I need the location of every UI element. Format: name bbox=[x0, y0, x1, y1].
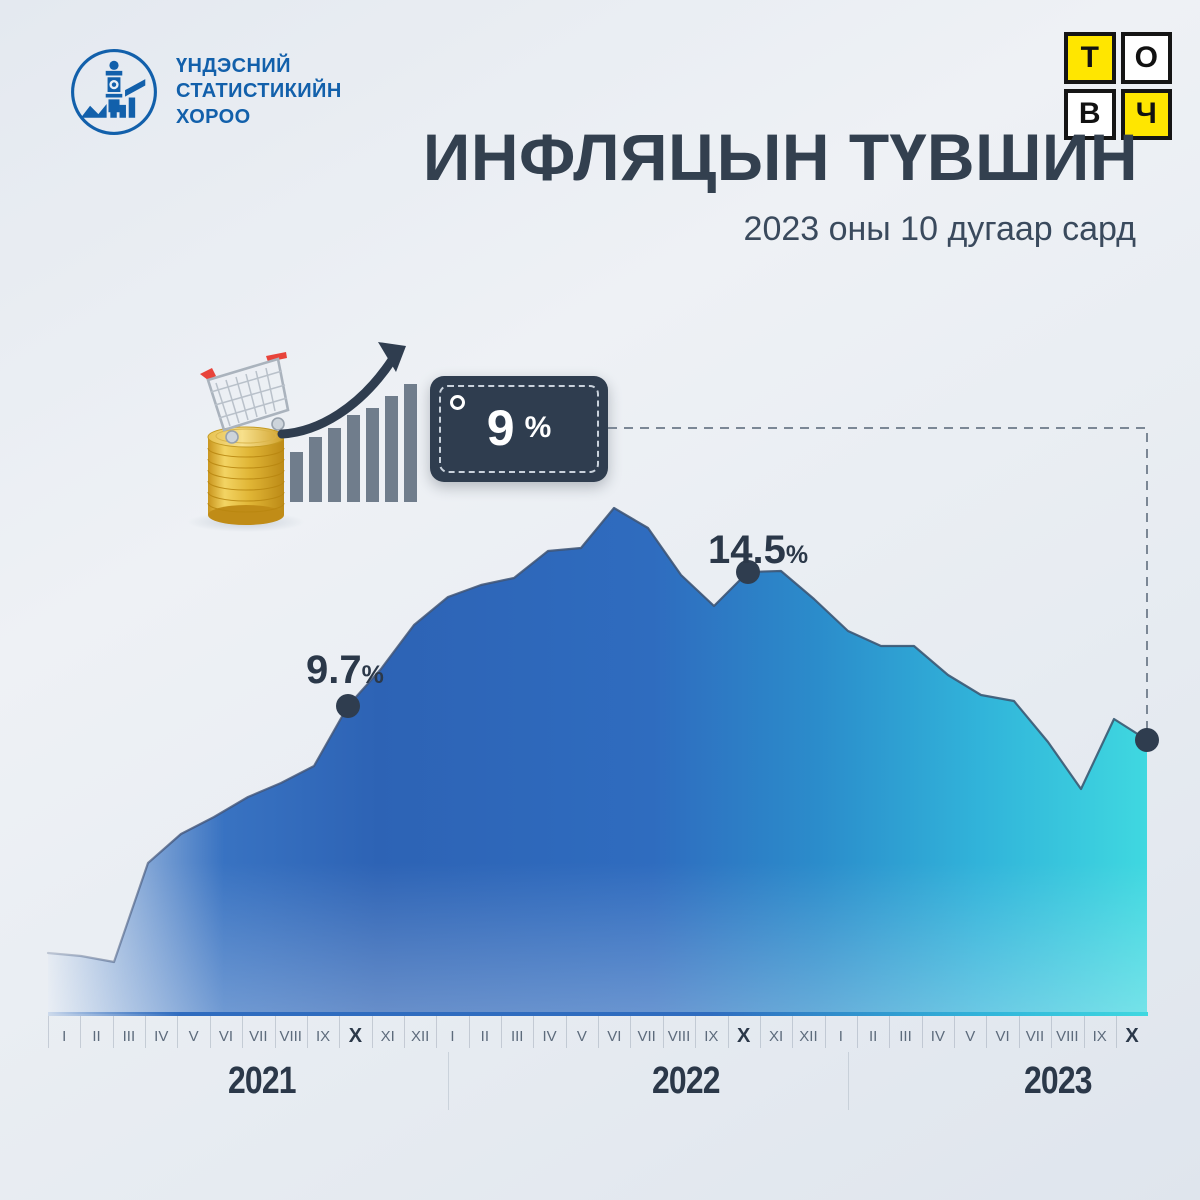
year-label-2023: 2023 bbox=[1024, 1060, 1092, 1102]
rising-arrow-icon bbox=[277, 342, 406, 439]
axis-tick-2022-III: III bbox=[501, 1014, 533, 1058]
data-label-2021-value: 9.7 bbox=[306, 648, 362, 692]
page-subtitle: 2023 оны 10 дугаар сард bbox=[743, 210, 1136, 248]
axis-tick-2022-XII: XII bbox=[792, 1014, 824, 1058]
tovch-cell-t: Т bbox=[1064, 32, 1116, 84]
axis-tick-2022-IV: IV bbox=[533, 1014, 565, 1058]
data-label-2022-unit: % bbox=[785, 541, 809, 569]
chart-area-sheen bbox=[48, 508, 1147, 1014]
axis-tick-2021-VIII: VIII bbox=[274, 1014, 307, 1058]
axis-tick-2022-IX: IX bbox=[695, 1014, 727, 1058]
axis-tick-2022-II: II bbox=[468, 1014, 501, 1058]
axis-tick-2022-I: I bbox=[436, 1014, 468, 1058]
data-label-2021-unit: % bbox=[361, 661, 384, 689]
axis-tick-2021-V: V bbox=[177, 1014, 209, 1058]
axis-tick-2023-VIII: VIII bbox=[1051, 1014, 1083, 1058]
chart-area-fill bbox=[48, 508, 1147, 1014]
nso-emblem-icon bbox=[71, 49, 157, 135]
badge-unit: % bbox=[524, 411, 552, 444]
badge-value-row: 9% bbox=[430, 403, 608, 453]
axis-tick-2021-VII: VII bbox=[242, 1014, 274, 1058]
axis-tick-2022-VI: VI bbox=[598, 1014, 630, 1058]
year-label-2021: 2021 bbox=[228, 1060, 296, 1102]
x-axis-year-labels: 2021 2022 2023 bbox=[48, 1060, 1148, 1110]
header: ҮНДЭСНИЙ СТАТИСТИКИЙН ХОРОО Т О В Ч ИНФЛ… bbox=[0, 0, 1200, 290]
data-point-marker-2023 bbox=[1135, 728, 1159, 752]
axis-tick-2023-VII: VII bbox=[1018, 1014, 1051, 1058]
tovch-cell-v: В bbox=[1064, 88, 1116, 140]
tovch-cell-ch: Ч bbox=[1120, 88, 1172, 140]
axis-tick-2022-VII: VII bbox=[630, 1014, 662, 1058]
nso-logo: ҮНДЭСНИЙ СТАТИСТИКИЙН ХОРОО bbox=[68, 46, 342, 138]
axis-tick-2023-IV: IV bbox=[921, 1014, 954, 1058]
axis-tick-2023-X: X bbox=[1115, 1014, 1148, 1058]
shopping-cart-on-coins-icon bbox=[188, 342, 417, 532]
axis-tick-2021-I: I bbox=[48, 1014, 80, 1058]
axis-tick-2023-IX: IX bbox=[1083, 1014, 1116, 1058]
axis-tick-2021-XII: XII bbox=[403, 1014, 436, 1058]
nso-logo-text: ҮНДЭСНИЙ СТАТИСТИКИЙН ХОРОО bbox=[176, 54, 342, 128]
axis-tick-2023-III: III bbox=[889, 1014, 921, 1058]
axis-tick-2023-V: V bbox=[954, 1014, 986, 1058]
data-label-2022-xi: 14.5% bbox=[708, 530, 808, 570]
axis-tick-2021-IX: IX bbox=[306, 1014, 339, 1058]
axis-tick-2021-III: III bbox=[112, 1014, 145, 1058]
callout-badge: 9% bbox=[430, 376, 608, 482]
shopping-cart-icon bbox=[200, 352, 290, 444]
axis-tick-2022-XI: XI bbox=[759, 1014, 792, 1058]
axis-tick-2022-V: V bbox=[565, 1014, 598, 1058]
axis-tick-2021-XI: XI bbox=[371, 1014, 404, 1058]
year-label-2022: 2022 bbox=[652, 1060, 720, 1102]
axis-tick-2021-II: II bbox=[80, 1014, 112, 1058]
axis-tick-2022-X: X bbox=[727, 1014, 760, 1058]
axis-tick-2021-X: X bbox=[339, 1014, 371, 1058]
mini-bar-chart-icon bbox=[290, 384, 417, 502]
axis-tick-2023-VI: VI bbox=[986, 1014, 1018, 1058]
chart-line bbox=[46, 506, 1149, 964]
coin-stack-icon bbox=[207, 426, 285, 525]
badge-dashed-border bbox=[439, 385, 599, 473]
page-title: ИНФЛЯЦЫН ТҮВШИН bbox=[422, 120, 1138, 194]
data-label-2021-x: 9.7% bbox=[306, 650, 384, 690]
axis-tick-2021-IV: IV bbox=[145, 1014, 177, 1058]
tovch-logo: Т О В Ч bbox=[1064, 32, 1172, 140]
axis-tick-2022-VIII: VIII bbox=[662, 1014, 695, 1058]
axis-tick-2023-I: I bbox=[824, 1014, 857, 1058]
axis-tick-2021-VI: VI bbox=[209, 1014, 242, 1058]
axis-tick-2023-II: II bbox=[856, 1014, 889, 1058]
badge-value: 9 bbox=[486, 400, 515, 456]
badge-eyelet-icon bbox=[450, 395, 465, 410]
x-axis-ticks: I II III IV V VI VII VIII IX X XI XII I II III IV V VI VII… bbox=[48, 1014, 1148, 1058]
data-label-2022-value: 14.5 bbox=[708, 528, 786, 572]
tovch-cell-o: О bbox=[1120, 32, 1172, 84]
data-point-marker-2021 bbox=[336, 694, 360, 718]
badge-connector-line bbox=[608, 427, 1148, 735]
